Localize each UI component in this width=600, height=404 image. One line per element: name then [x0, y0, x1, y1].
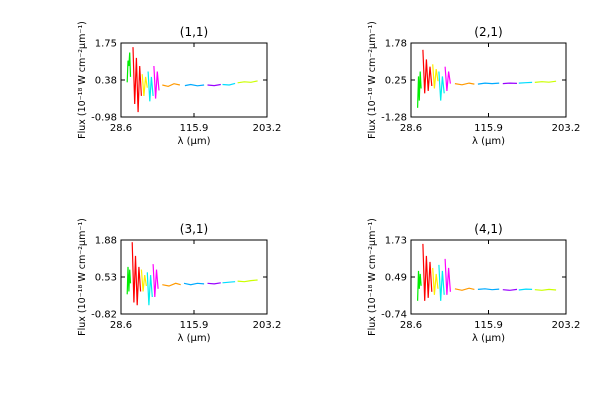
x-tick-label: 203.2: [253, 123, 282, 134]
plot-frame: [120, 239, 268, 315]
series-line-2: [131, 242, 142, 306]
series-line-6: [454, 82, 475, 86]
series-line-6: [162, 83, 181, 88]
series-line-2: [422, 49, 433, 94]
y-axis-label: Flux (10⁻¹⁸ W cm⁻²μm⁻¹): [367, 21, 378, 139]
x-axis-label: λ (μm): [177, 136, 210, 147]
x-axis-label: λ (μm): [472, 333, 505, 344]
y-axis-label: Flux (10⁻¹⁸ W cm⁻²μm⁻¹): [367, 218, 378, 336]
series-line-3: [141, 74, 148, 96]
series-line-10: [237, 80, 258, 84]
x-tick-label: 115.9: [474, 320, 503, 331]
x-tick-label: 115.9: [180, 123, 209, 134]
x-tick-label: 115.9: [474, 123, 503, 134]
chart-title: (1,1): [180, 25, 208, 39]
y-tick-label: 0.49: [385, 273, 407, 284]
series-line-3: [432, 267, 439, 295]
series-line-9: [518, 81, 533, 84]
series-line-3: [432, 64, 439, 89]
chart-title: (3,1): [180, 222, 208, 236]
series-line-1: [126, 266, 132, 295]
y-tick-label: -1.28: [381, 113, 407, 124]
series-line-5: [444, 258, 451, 295]
series-line-8: [502, 82, 518, 85]
y-tick-label: 0.38: [95, 76, 117, 87]
y-tick-label: -0.98: [91, 113, 117, 124]
series-line-7: [183, 282, 205, 286]
series-line-9: [222, 82, 236, 86]
series-line-10: [534, 288, 557, 291]
series-line-6: [454, 287, 475, 291]
chart-panel-2: 28.6 115.9 203.2 -1.28 0.25 1.78 (2,1) λ (μm) Fl…: [367, 21, 580, 147]
x-tick-label: 203.2: [552, 320, 581, 331]
plot-frame: [410, 239, 567, 315]
series-line-8: [502, 288, 518, 291]
series-line-8: [207, 282, 221, 285]
series-line-7: [477, 288, 500, 291]
series-line-4: [438, 264, 445, 301]
series-line-5: [152, 264, 159, 298]
chart-title: (4,1): [474, 222, 502, 236]
x-axis-label: λ (μm): [177, 333, 210, 344]
x-tick-label: 115.9: [180, 320, 209, 331]
chart-panel-1: 28.6 115.9 203.2 -0.98 0.38 1.75 (1,1) λ (μm) Fl…: [77, 21, 281, 147]
series-line-4: [147, 71, 154, 102]
series-line-6: [162, 282, 181, 287]
series-line-10: [237, 279, 258, 283]
y-tick-label: 1.73: [385, 236, 407, 247]
x-tick-label: 28.6: [400, 123, 422, 134]
y-tick-label: -0.74: [381, 310, 407, 321]
x-tick-label: 28.6: [400, 320, 422, 331]
series-line-1: [417, 270, 422, 301]
y-tick-label: 1.78: [385, 39, 407, 50]
y-axis-label: Flux (10⁻¹⁸ W cm⁻²μm⁻¹): [77, 21, 88, 139]
series-line-5: [153, 65, 160, 99]
series-line-3: [140, 269, 147, 292]
series-line-5: [444, 66, 451, 91]
series-line-7: [477, 82, 500, 85]
x-tick-label: 203.2: [552, 123, 581, 134]
chart-panel-4: 28.6 115.9 203.2 -0.74 0.49 1.73 (4,1) λ (μm) Fl…: [367, 218, 580, 344]
y-tick-label: 1.75: [95, 39, 117, 50]
series-line-1: [126, 52, 132, 83]
x-tick-label: 203.2: [253, 320, 282, 331]
chart-title: (2,1): [474, 25, 502, 39]
series-line-4: [438, 71, 445, 101]
y-axis-label: Flux (10⁻¹⁸ W cm⁻²μm⁻¹): [77, 218, 88, 336]
y-tick-label: -0.82: [91, 310, 117, 321]
series-line-2: [132, 47, 142, 113]
x-tick-label: 28.6: [110, 123, 132, 134]
series-line-1: [417, 71, 422, 108]
y-tick-label: 0.25: [385, 76, 407, 87]
series-line-4: [146, 272, 153, 306]
chart-panel-3: 28.6 115.9 203.2 -0.82 0.53 1.88 (3,1) λ (μm) Fl…: [77, 218, 281, 344]
series-line-8: [207, 83, 221, 87]
series-line-9: [518, 288, 533, 291]
y-tick-label: 1.88: [95, 236, 117, 247]
series-line-2: [422, 243, 433, 301]
y-tick-label: 0.53: [95, 273, 117, 284]
x-axis-label: λ (μm): [472, 136, 505, 147]
series-line-9: [222, 281, 236, 284]
series-line-7: [184, 83, 205, 87]
x-tick-label: 28.6: [110, 320, 132, 331]
series-line-10: [534, 80, 557, 83]
